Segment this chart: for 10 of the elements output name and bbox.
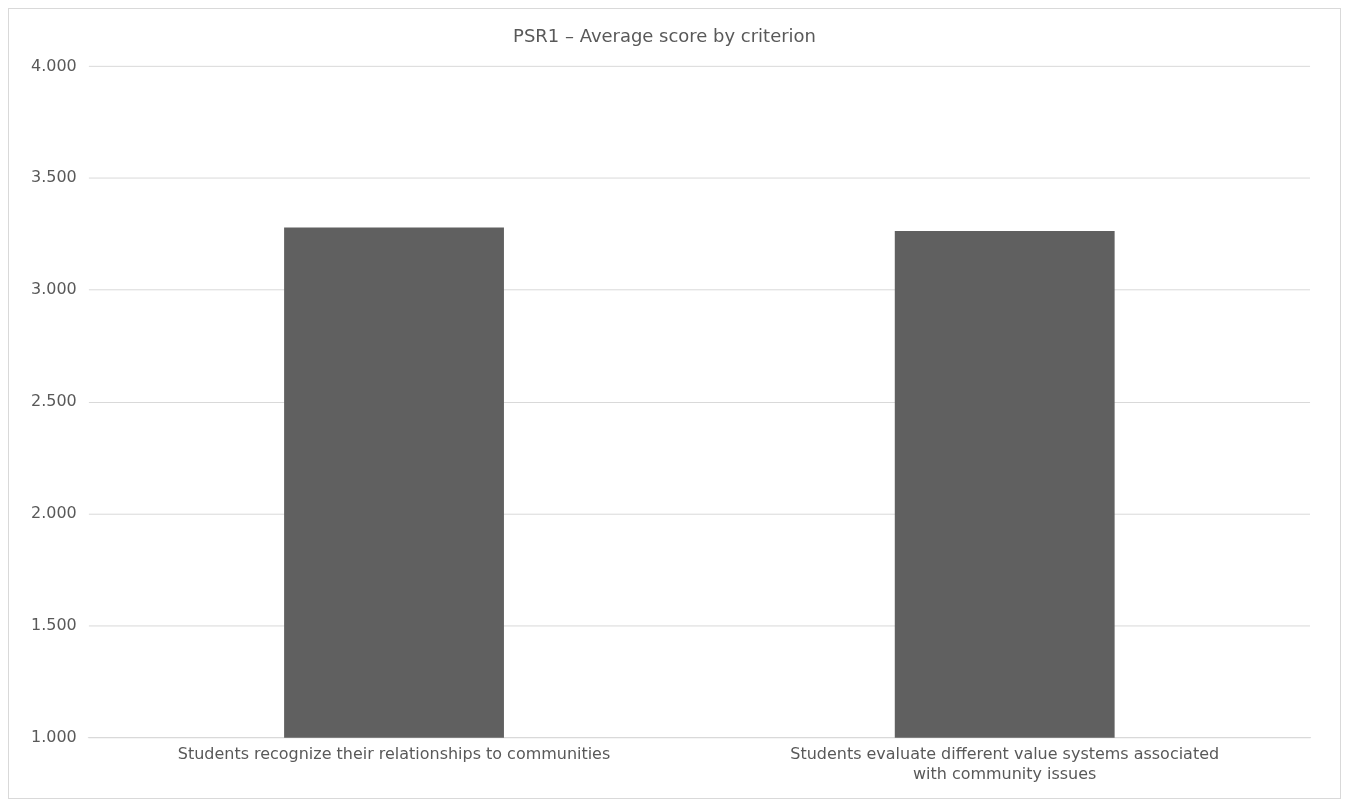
y-tick-label: 3.000 (31, 279, 77, 299)
chart-title: PSR1 – Average score by criterion (513, 25, 816, 47)
y-tick-label: 1.500 (31, 615, 77, 635)
y-tick-label: 2.500 (31, 391, 77, 411)
y-tick-label: 3.500 (31, 167, 77, 187)
x-tick-label: Students recognize their relationships to communities (177, 744, 611, 764)
x-tick-label: Students evaluate different value systems associated with community issues (790, 744, 1220, 783)
y-tick-label: 2.000 (31, 503, 77, 523)
y-tick-label: 1.000 (31, 726, 77, 746)
y-tick-label: 4.000 (31, 55, 77, 75)
